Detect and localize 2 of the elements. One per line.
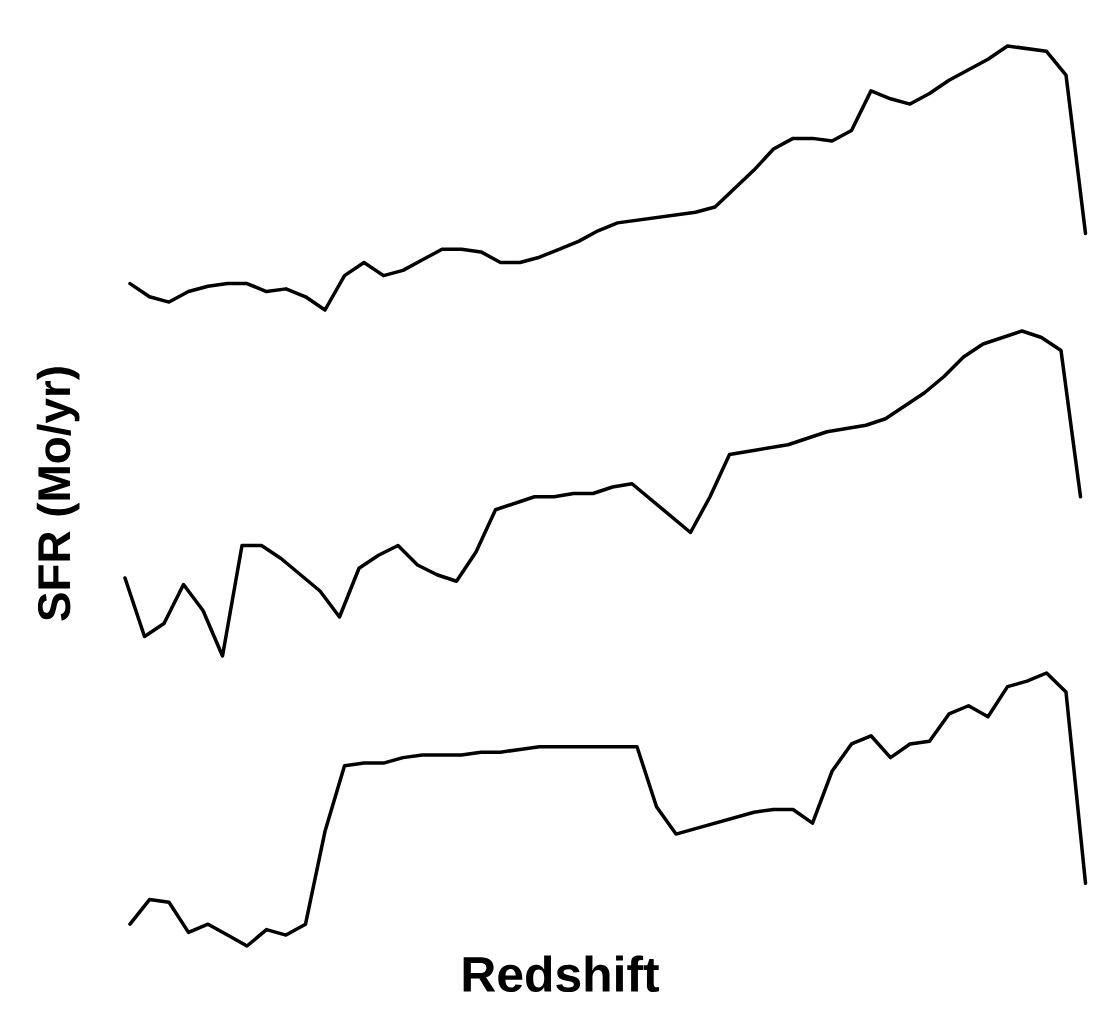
x-axis-title: Redshift <box>463 955 659 993</box>
y-axis-title: SFR (Mo/yr) <box>36 367 80 621</box>
